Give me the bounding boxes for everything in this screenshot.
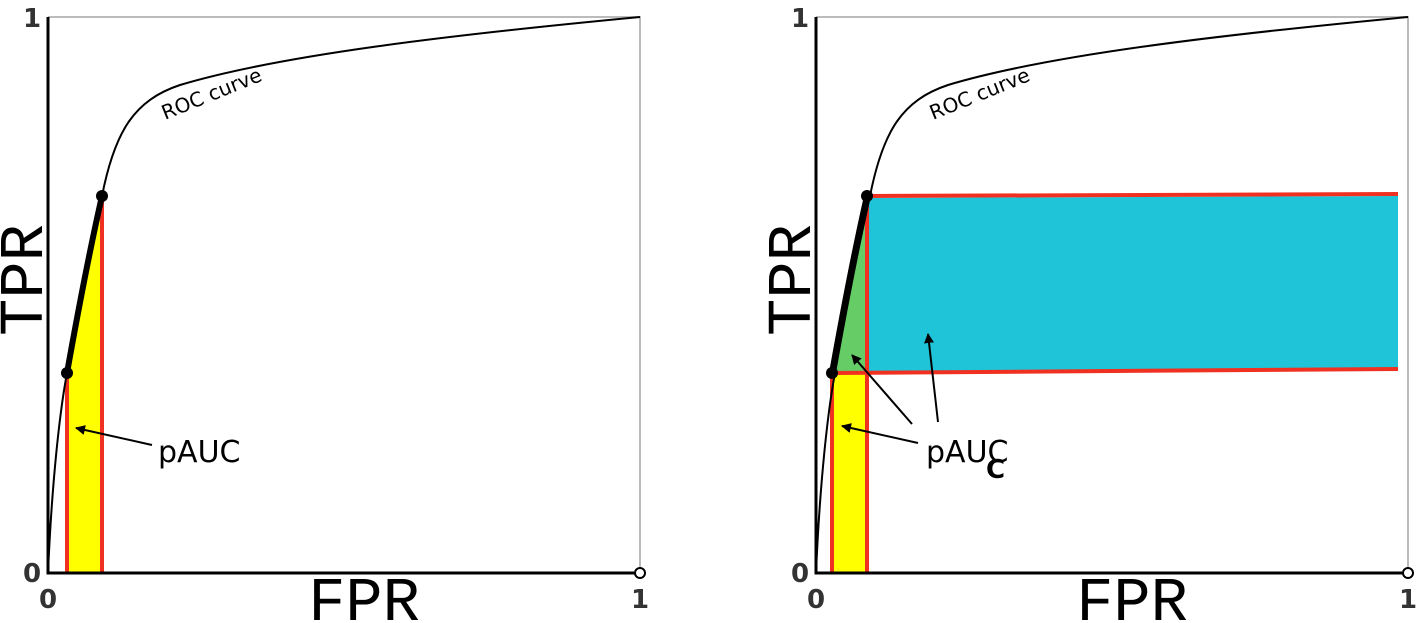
pauc-region xyxy=(67,196,102,573)
horizontal-region xyxy=(867,196,1398,373)
vertical-region xyxy=(832,373,867,573)
y-tick-label: 0 xyxy=(23,559,41,589)
arrow xyxy=(841,423,919,444)
x-tick-label: 1 xyxy=(631,585,649,615)
frame xyxy=(48,16,641,573)
point xyxy=(61,367,73,379)
y-tick-label: 1 xyxy=(791,4,809,34)
arrow xyxy=(924,333,939,423)
point xyxy=(861,190,873,202)
arrow xyxy=(75,425,153,446)
point xyxy=(826,367,838,379)
y-tick-label: 0 xyxy=(791,559,809,589)
endpoint xyxy=(1402,567,1414,579)
roc-segment xyxy=(64,195,105,374)
panel: 0 1 0 1 TPR FPR ROC curve pAUC xyxy=(0,4,649,623)
x-tick-label: 1 xyxy=(1399,585,1417,615)
x-axis-label: FPR xyxy=(308,568,420,623)
curve-label: ROC curve xyxy=(926,63,1033,125)
endpoint xyxy=(634,567,646,579)
x-axis-label: FPR xyxy=(1076,568,1188,623)
region-label: pAUC xyxy=(926,435,1008,470)
boundary xyxy=(830,367,1399,573)
curve-label: ROC curve xyxy=(158,63,265,125)
region-label: pAUC xyxy=(158,435,240,470)
roc-segment xyxy=(829,195,870,374)
arrow xyxy=(851,354,913,425)
x-tick-label: 0 xyxy=(39,585,57,615)
roc-curve xyxy=(815,16,1409,574)
y-tick-label: 1 xyxy=(23,4,41,34)
point xyxy=(96,190,108,202)
x-tick-label: 0 xyxy=(807,585,825,615)
region-subscript: C xyxy=(986,455,1005,485)
y-axis-label: TPR xyxy=(0,224,61,336)
y-axis-label: TPR xyxy=(758,224,829,336)
roc-curve xyxy=(47,16,641,574)
axes xyxy=(46,17,640,575)
